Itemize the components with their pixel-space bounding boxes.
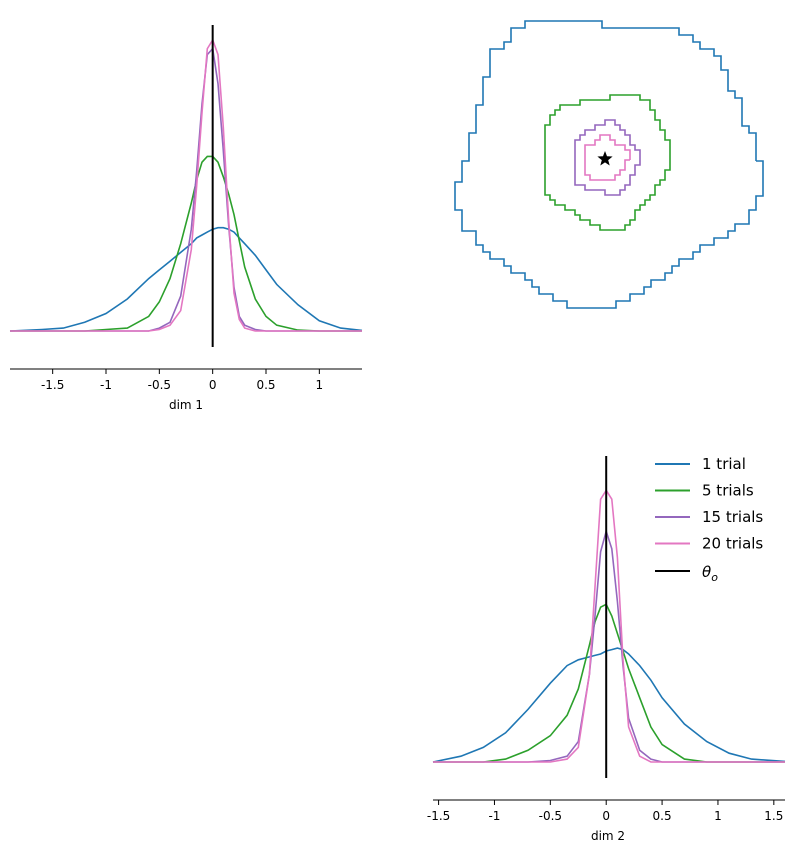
- dim1-x-ticks: -1.5 -1 -0.5 0 0.5 1: [41, 369, 323, 392]
- dim1-density-lines: [9, 38, 363, 332]
- dim1-density-5-trials: [10, 155, 362, 332]
- joint-contours: [454, 20, 764, 309]
- dim2-tick-label: 1.5: [764, 809, 783, 823]
- joint-contour-1-trial: [454, 20, 764, 309]
- dim2-density-15-trials: [433, 528, 785, 763]
- legend-label: 1 trial: [702, 455, 746, 473]
- legend-label-true-value: θo: [702, 563, 718, 584]
- dim1-x-axis-label: dim 1: [169, 398, 203, 412]
- dim1-density-1-trial: [9, 226, 363, 332]
- dim1-marginal-panel: -1.5 -1 -0.5 0 0.5 1 dim 1: [9, 25, 363, 412]
- legend-label: 20 trials: [702, 535, 763, 553]
- dim2-density-1-trial: [432, 647, 786, 763]
- dim2-tick-label: -1.5: [427, 809, 450, 823]
- dim2-density-5-trials: [433, 603, 785, 763]
- dim2-marginal-panel: -1.5 -1 -0.5 0 0.5 1 1.5 dim 2: [427, 456, 786, 843]
- dim1-density-20-trials: [10, 38, 362, 332]
- dim2-density-lines: [432, 488, 786, 763]
- dim1-density-15-trials: [10, 46, 362, 332]
- legend-item-1-trial: 1 trial: [655, 455, 746, 473]
- dim1-tick-label: -1.5: [41, 378, 64, 392]
- legend-label: 15 trials: [702, 508, 763, 526]
- legend-item-15-trials: 15 trials: [655, 508, 763, 526]
- legend-item-5-trials: 5 trials: [655, 482, 754, 500]
- dim1-tick-label: 1: [316, 378, 324, 392]
- legend: 1 trial 5 trials 15 trials 20 trials θo: [655, 455, 763, 584]
- dim2-tick-label: 0: [602, 809, 610, 823]
- dim2-tick-label: 1: [714, 809, 722, 823]
- joint-contour-15-trials: [574, 119, 641, 196]
- legend-label: 5 trials: [702, 482, 754, 500]
- dim1-tick-label: 0: [209, 378, 217, 392]
- dim2-tick-label: -1: [488, 809, 500, 823]
- dim2-density-20-trials: [433, 488, 785, 763]
- joint-contour-5-trials: [544, 94, 671, 231]
- dim1-tick-label: -1: [100, 378, 112, 392]
- legend-item-true-value: θo: [655, 563, 718, 584]
- joint-contour-panel: [454, 20, 764, 309]
- joint-contour-20-trials: [584, 134, 631, 181]
- dim1-tick-label: -0.5: [148, 378, 171, 392]
- dim2-tick-label: 0.5: [653, 809, 672, 823]
- dim1-tick-label: 0.5: [256, 378, 275, 392]
- dim2-tick-label: -0.5: [539, 809, 562, 823]
- legend-item-20-trials: 20 trials: [655, 535, 763, 553]
- dim2-x-axis-label: dim 2: [591, 829, 625, 843]
- true-parameter-star: [597, 151, 613, 166]
- dim2-x-ticks: -1.5 -1 -0.5 0 0.5 1 1.5: [427, 800, 783, 823]
